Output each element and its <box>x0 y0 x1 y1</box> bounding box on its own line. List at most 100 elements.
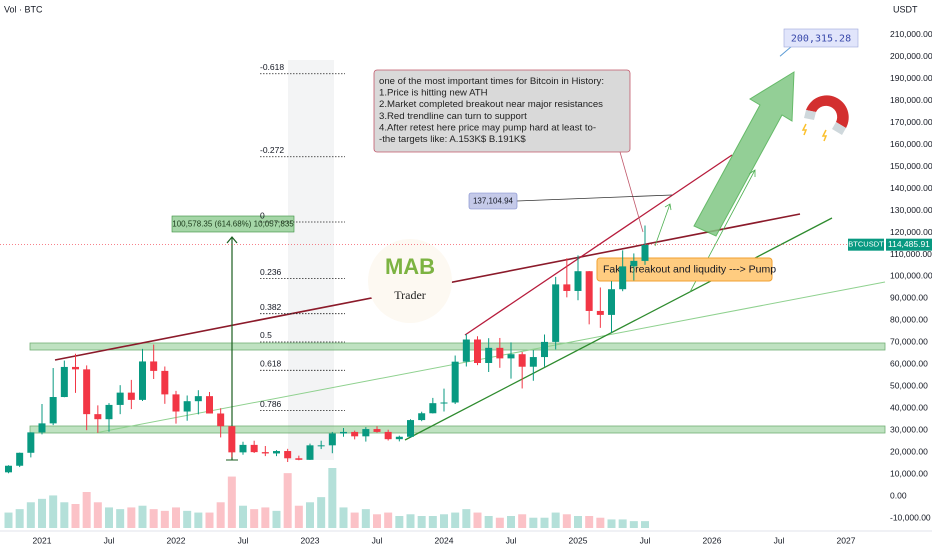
candle-body <box>217 413 225 427</box>
fib-zone <box>288 60 334 460</box>
volume-bar <box>574 516 582 528</box>
volume-bar <box>82 492 91 528</box>
volume-bar <box>529 517 538 528</box>
volume-bar <box>395 516 404 528</box>
logo-subtext: Trader <box>394 288 426 302</box>
trendline <box>404 217 833 441</box>
candle-body <box>429 403 437 414</box>
candle-body <box>630 260 638 267</box>
candle-body <box>507 354 515 359</box>
y-tick-label: -10,000.00 <box>890 512 931 522</box>
logo-badge <box>368 239 452 323</box>
volume-bar <box>26 502 35 528</box>
y-tick-label: 60,000.00 <box>890 359 928 369</box>
candle-body <box>608 289 615 315</box>
target-arrow <box>693 71 795 237</box>
fib-label: 0.786 <box>260 399 282 409</box>
volume-bar <box>93 502 102 528</box>
volume-bar <box>149 509 158 528</box>
volume-bar <box>172 507 180 528</box>
volume-bar <box>127 507 136 528</box>
x-tick-label: Jul <box>506 535 517 545</box>
y-tick-label: 30,000.00 <box>890 424 928 434</box>
candle-body <box>451 361 459 403</box>
y-tick-label: 190,000.00 <box>890 73 932 83</box>
volume-bar <box>283 473 292 528</box>
volume-bar <box>317 497 326 528</box>
note-line: one of the most important times for Bitc… <box>379 76 604 87</box>
y-tick-label: 170,000.00 <box>890 117 932 127</box>
measure-arrow <box>226 236 238 244</box>
candle-body <box>228 426 236 453</box>
candle-body <box>407 420 414 437</box>
candle-body <box>641 244 649 261</box>
candle-body <box>250 444 258 453</box>
fib-label: 0 <box>260 210 265 220</box>
candle-body <box>373 429 381 432</box>
logo-text: MAB <box>385 254 435 279</box>
volume-bar <box>462 509 471 528</box>
volume-bar <box>306 502 314 528</box>
candle-body <box>384 431 392 440</box>
y-tick-label: 120,000.00 <box>890 227 932 237</box>
candle-body <box>541 341 548 358</box>
level-box <box>468 192 518 210</box>
y-tick-label: 150,000.00 <box>890 161 932 171</box>
volume-bar <box>495 517 504 528</box>
y-tick-label: 0.00 <box>890 490 907 500</box>
arrow-head <box>664 203 672 211</box>
volume-label: Vol · BTC <box>4 4 43 14</box>
note-line: 2.Market completed breakout near major r… <box>379 99 603 110</box>
x-tick-label: Jul <box>238 535 249 545</box>
x-tick-label: Jul <box>104 535 115 545</box>
y-tick-label: 10,000.00 <box>890 468 928 478</box>
note-line: 1.Price is hitting new ATH <box>379 88 488 99</box>
candle-body <box>194 396 202 402</box>
candle-body <box>206 396 213 414</box>
volume-bar <box>294 505 303 528</box>
volume-bar <box>49 495 58 528</box>
candle-body <box>16 452 24 466</box>
volume-bar <box>596 517 605 528</box>
y-tick-label: 20,000.00 <box>890 446 928 456</box>
volume-bar <box>60 502 69 528</box>
volume-bar <box>38 498 46 528</box>
price-label: 114,485.91 <box>888 239 930 249</box>
y-tick-label: 130,000.00 <box>890 205 932 215</box>
candle-body <box>273 451 280 454</box>
level-label: 137,104.94 <box>473 197 514 206</box>
volume-bar <box>138 505 147 528</box>
candle-body <box>596 310 604 315</box>
x-tick-label: 2022 <box>167 535 186 545</box>
y-tick-label: 180,000.00 <box>890 95 932 105</box>
candle-body <box>306 445 314 460</box>
resistance-zone <box>29 342 886 351</box>
candle-body <box>518 354 526 367</box>
volume-bar <box>105 507 113 528</box>
candle-body <box>418 413 426 421</box>
fib-label: -0.618 <box>260 62 284 72</box>
volume-bar <box>339 507 348 528</box>
volume-bar <box>384 512 393 528</box>
symbol-tag <box>848 238 884 251</box>
candle-body <box>127 392 135 400</box>
y-tick-label: 110,000.00 <box>890 249 932 259</box>
candle-body <box>161 370 169 395</box>
volume-bar <box>417 516 426 528</box>
volume-bar <box>194 512 203 528</box>
volume-bar <box>440 514 448 528</box>
level-pointer <box>516 194 673 202</box>
volume-bar <box>183 510 192 528</box>
candle-body <box>317 445 325 447</box>
y-tick-label: 80,000.00 <box>890 315 928 325</box>
volume-bar <box>250 509 259 528</box>
volume-bar <box>562 514 571 528</box>
candle-body <box>172 394 180 412</box>
candle-body <box>362 429 370 437</box>
note-line: 3.Red trendline can turn to support <box>379 111 527 122</box>
candle-body <box>619 266 627 290</box>
volume-bar <box>484 516 493 528</box>
volume-bar <box>328 468 337 528</box>
candle-body <box>485 347 493 363</box>
